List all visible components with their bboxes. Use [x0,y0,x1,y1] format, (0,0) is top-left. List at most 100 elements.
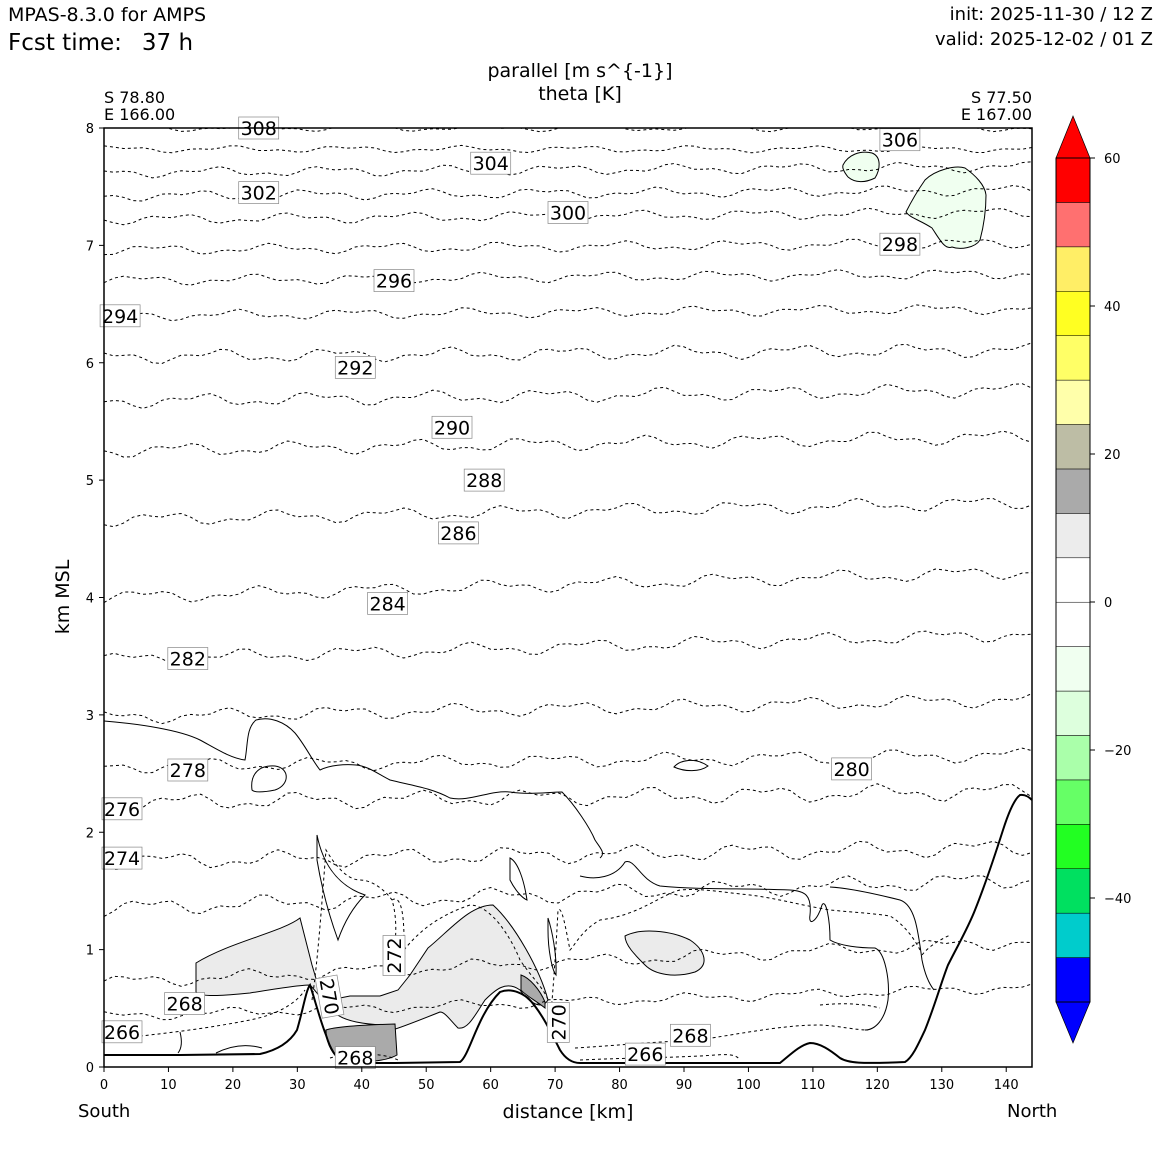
theta-isentrope-20 [104,983,1032,1021]
colorbar-band [1055,291,1091,336]
shade-green-small [842,151,880,183]
colorbar-band [1055,335,1091,381]
colorbar-band [1055,957,1091,1003]
theta-label-box [167,647,209,670]
theta-label-text: 282 [170,649,206,671]
theta-label: 304 [470,151,512,175]
theta-label-layer: 308 306 304 302 300 298 296 294 292 290 288 286 284 2… [99,116,921,1070]
colorbar-band [1055,202,1091,248]
colorbar-tick: 60 [1090,152,1121,167]
theta-low-contour-3 [547,888,921,1041]
theta-label-box [101,797,143,821]
y-tick-label: 3 [86,709,94,724]
wind-contour-2 [829,886,935,991]
theta-label-text: 266 [627,1044,663,1066]
theta-label-text: 280 [833,759,869,781]
colorbar-band [1055,424,1091,470]
right-endpoint-lon: E 167.00 [960,105,1032,124]
wind-shading-layer [195,151,987,1063]
x-tick: 140 [994,1067,1019,1093]
theta-label-box [334,1046,376,1069]
x-tick: 110 [800,1067,825,1093]
y-tick-label: 5 [86,474,94,489]
theta-label: 284 [367,592,408,615]
colorbar-band [1055,557,1091,603]
y-tick: 6 [86,357,104,372]
wind-contour-1 [579,861,889,1031]
theta-isentrope-5 [104,238,1032,256]
theta-label-text: 268 [672,1025,708,1047]
theta-low-contour-2 [403,904,549,1001]
x-tick-label: 0 [100,1078,108,1093]
theta-label: 280 [831,757,872,781]
colorbar-tick-label: −20 [1104,744,1131,759]
chart-title: parallel [m s^{-1}] [487,60,673,82]
theta-label-text: 270 [548,1004,570,1040]
x-tick: 120 [865,1067,890,1093]
theta-label-text: 308 [241,118,277,140]
theta-low-contour-1 [391,898,405,941]
x-tick-label: 110 [800,1078,825,1093]
colorbar-under-arrow [1055,1001,1091,1044]
colorbar-band [1055,513,1091,559]
wind-contour-8 [215,1045,263,1054]
theta-label-text: 268 [166,994,202,1016]
y-tick-label: 0 [86,1061,94,1076]
wind-contour-layer [104,718,935,1056]
theta-low-contour-4 [574,1024,869,1049]
theta-label: 306 [879,128,921,152]
x-tick-label: 100 [736,1078,761,1093]
wind-contour-10 [177,1031,182,1054]
colorbar-frame [1055,157,1091,1003]
theta-label: 266 [624,1042,666,1066]
theta-label: 290 [431,415,473,439]
x-tick-label: 70 [547,1078,564,1093]
x-tick: 130 [929,1067,954,1093]
theta-label-text: 274 [104,848,140,870]
theta-label: 268 [164,992,205,1016]
wind-contour-7 [547,917,557,977]
theta-label-box [470,151,512,175]
theta-isentrope-13 [104,630,1032,665]
colorbar-band [1055,646,1091,692]
theta-label: 276 [101,797,143,821]
y-tick-label: 2 [86,826,94,841]
theta-label-box [831,757,872,781]
theta-label-box [438,521,479,545]
theta-label-text: 298 [882,234,918,256]
theta-label-box [382,935,406,976]
right-endpoint-coords: S 77.50 E 167.00 [961,89,1032,123]
theta-isentrope-12 [104,568,1032,604]
theta-label: 274 [101,846,143,870]
colorbar-tick: −40 [1090,892,1131,907]
shade-light-west [195,904,549,1031]
y-tick-label: 7 [86,239,94,254]
wind-contour-4 [673,760,709,772]
init-time: init: 2025-11-30 / 12 Z [949,4,1153,25]
colorbar-tick: 20 [1090,448,1121,463]
theta-isentrope-8 [104,342,1032,365]
y-tick: 3 [86,709,104,724]
forecast-time: Fcst time: 37 h [8,30,193,56]
colorbar-over-arrow [1055,115,1091,159]
y-tick-label: 8 [86,122,94,137]
left-endpoint-coords: S 78.80 E 166.00 [104,89,175,123]
theta-label: 288 [463,468,505,492]
theta-label-box [670,1023,711,1047]
colorbar-tick: 0 [1090,596,1112,611]
valid-time: valid: 2025-12-02 / 01 Z [935,29,1153,50]
wind-contour-5 [316,834,366,942]
theta-label-text: 300 [550,203,586,225]
theta-label: 296 [373,269,415,293]
wind-contour-0 [104,718,603,859]
colorbar-band [1055,157,1091,203]
axes-layer: 0 10 20 30 40 50 60 70 80 90 100 110 120 130 140 0 1 2 3 4 5… [86,122,1033,1093]
shade-dark-ridge [520,974,546,1010]
theta-label-box [164,992,205,1015]
theta-label-text: 292 [337,357,373,379]
theta-label-box [167,758,209,782]
theta-label-box [463,468,505,492]
colorbar-band [1055,912,1091,958]
x-tick: 80 [611,1067,628,1093]
